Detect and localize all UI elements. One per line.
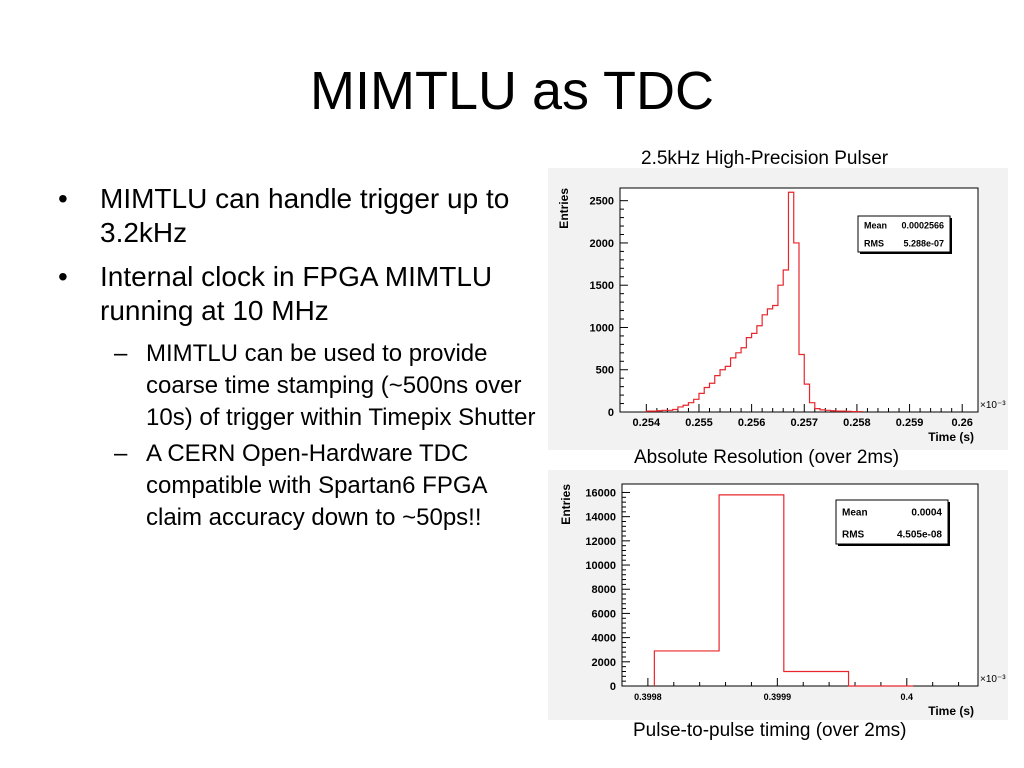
y-tick-label: 4000 — [592, 633, 616, 645]
y-axis-label: Entries — [559, 484, 573, 525]
x-tick-label: 0.259 — [896, 417, 924, 429]
y-tick-label: 14000 — [585, 512, 616, 524]
sub-bullet-item: – A CERN Open-Hardware TDC compatible wi… — [58, 438, 548, 534]
stats-value: 0.0002566 — [901, 221, 944, 231]
x-tick-label: 0.255 — [685, 417, 713, 429]
x-tick-label: 0.256 — [738, 417, 766, 429]
stats-box-frame — [835, 499, 949, 545]
stats-box: Mean 0.0002566 RMS 5.288e-07 — [857, 215, 952, 254]
y-tick-label: 16000 — [585, 487, 616, 499]
bullet-marker: • — [58, 183, 68, 214]
y-tick-label: 1000 — [590, 322, 614, 334]
caption-pulse-to-pulse: Pulse-to-pulse timing (over 2ms) — [633, 720, 907, 741]
y-tick-label: 12000 — [585, 536, 616, 548]
x-axis-multiplier: ×10⁻³ — [980, 400, 1006, 411]
x-tick-label: 0.258 — [843, 417, 871, 429]
x-axis-label: Time (s) — [928, 704, 974, 718]
y-tick-label: 1500 — [590, 280, 614, 292]
bullet-text: Internal clock in FPGA MIMTLU running at… — [100, 261, 493, 326]
y-tick-label: 0 — [608, 407, 614, 419]
stats-label: RMS — [842, 529, 865, 540]
y-tick-label: 6000 — [592, 608, 616, 620]
sub-bullet-marker: – — [114, 440, 128, 467]
stats-box: Mean 0.0004 RMS 4.505e-08 — [835, 499, 950, 546]
sub-bullet-text: A CERN Open-Hardware TDC compatible with… — [146, 440, 487, 531]
y-tick-label: 2000 — [590, 238, 614, 250]
y-tick-label: 500 — [596, 365, 614, 377]
y-tick-label: 8000 — [592, 584, 616, 596]
x-axis-label: Time (s) — [928, 430, 974, 444]
y-axis-label: Entries — [557, 188, 571, 229]
histogram-bins — [645, 191, 863, 413]
y-tick-label: 2500 — [590, 196, 614, 208]
x-tick-label: 0.26 — [951, 417, 972, 429]
bullet-item: • MIMTLU can handle trigger up to 3.2kHz — [58, 182, 548, 250]
histogram-pulse-to-pulse: 0 2000 4000 6000 8000 10000 12000 14000 16000 0.3… — [548, 470, 1008, 720]
stats-value: 4.505e-08 — [897, 529, 942, 540]
sub-bullet-item: – MIMTLU can be used to provide coarse t… — [58, 338, 548, 434]
x-axis-multiplier: ×10⁻³ — [980, 674, 1006, 685]
x-tick-label: 0.257 — [790, 417, 818, 429]
bullet-item: • Internal clock in FPGA MIMTLU running … — [58, 260, 548, 328]
x-tick-label: 0.3999 — [764, 692, 792, 702]
stats-label: Mean — [842, 507, 868, 518]
sub-bullet-marker: – — [114, 340, 128, 367]
y-tick-label: 2000 — [592, 657, 616, 669]
sub-bullet-text: MIMTLU can be used to provide coarse tim… — [146, 340, 536, 431]
bullet-list: • MIMTLU can handle trigger up to 3.2kHz… — [58, 182, 548, 538]
stats-label: RMS — [864, 239, 884, 249]
caption-pulser: 2.5kHz High-Precision Pulser — [641, 148, 889, 169]
caption-absolute-resolution: Absolute Resolution (over 2ms) — [634, 447, 900, 468]
y-tick-label: 0 — [610, 681, 616, 693]
y-tick-label: 10000 — [585, 560, 616, 572]
x-tick-label: 0.254 — [633, 417, 661, 429]
x-tick-label: 0.4 — [901, 692, 914, 702]
x-tick-label: 0.3998 — [634, 692, 662, 702]
stats-value: 5.288e-07 — [903, 239, 944, 249]
bullet-marker: • — [58, 261, 68, 292]
histogram-bins — [653, 494, 914, 687]
stats-value: 0.0004 — [911, 507, 942, 518]
slide-title: MIMTLU as TDC — [309, 61, 715, 121]
stats-label: Mean — [864, 221, 887, 231]
bullet-text: MIMTLU can handle trigger up to 3.2kHz — [100, 183, 510, 248]
histogram-absolute-resolution: 0 500 1000 1500 2000 2500 0.254 0.255 0.256 0.257… — [548, 168, 1008, 450]
stats-box-frame — [857, 215, 951, 253]
